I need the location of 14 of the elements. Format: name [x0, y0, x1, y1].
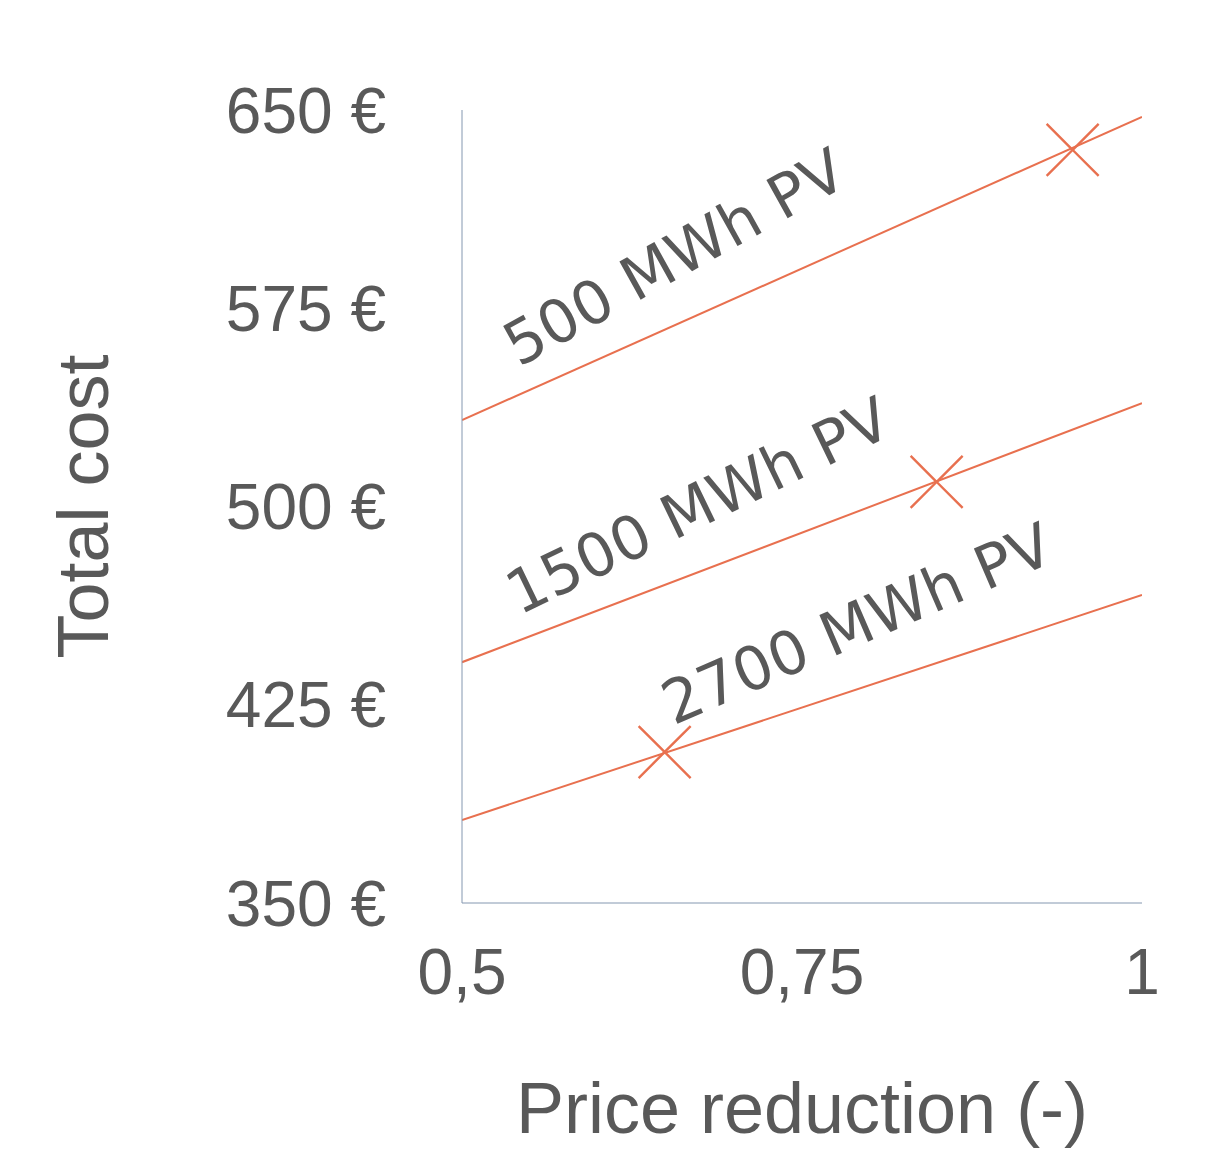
y-tick-label: 650 €	[225, 74, 386, 147]
y-tick-label: 350 €	[225, 867, 386, 940]
point	[909, 455, 964, 509]
point	[637, 725, 692, 779]
x-tick-label: 1	[1124, 936, 1160, 1009]
x-tick-label: 0,5	[417, 936, 507, 1009]
x-tick-label: 0,75	[739, 936, 865, 1009]
y-axis-title: Total cost	[42, 354, 123, 659]
point	[1045, 123, 1100, 177]
x-axis-title: Price reduction (-)	[515, 1068, 1089, 1148]
y-tick-label: 425 €	[225, 669, 386, 742]
y-tick-label: 500 €	[225, 471, 386, 544]
y-tick-label: 575 €	[225, 272, 386, 345]
text: 500 MWh PV	[491, 134, 857, 380]
